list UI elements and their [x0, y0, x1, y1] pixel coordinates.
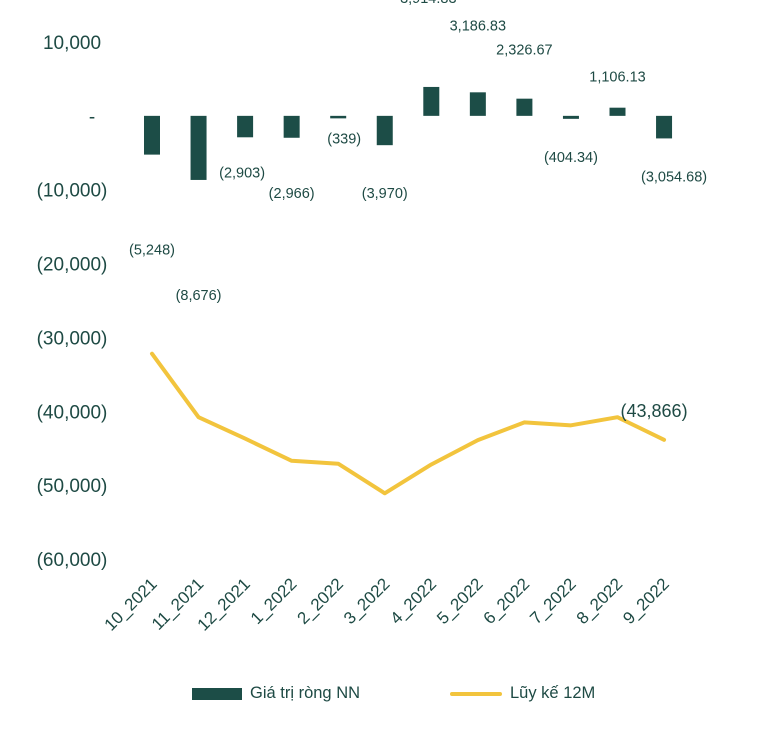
x-tick-label: 7_2022 [526, 574, 580, 628]
y-axis: 10,000 - (10,000) (20,000) (30,000) (40,000) (… [37, 33, 108, 571]
bar [656, 115, 673, 139]
combo-chart: 10,000 - (10,000) (20,000) (30,000) (40,000) (… [37, 0, 707, 635]
legend-line-label: Lũy kế 12M [510, 684, 596, 702]
line-end-label: (43,866) [621, 401, 688, 421]
bar-data-label: (3,970) [362, 186, 408, 202]
bar [423, 86, 440, 116]
y-tick-label: (60,000) [37, 550, 108, 571]
y-tick-label: (40,000) [37, 402, 108, 423]
bar-data-label: 3,914.83 [400, 0, 456, 7]
bar [376, 115, 393, 146]
y-tick-label: 10,000 [43, 33, 101, 54]
x-tick-label: 9_2022 [619, 574, 673, 628]
legend-item-bar: Giá trị ròng NN [192, 684, 360, 703]
bar-data-label: (5,248) [129, 243, 175, 259]
line-path [150, 351, 667, 496]
x-tick-label: 8_2022 [573, 574, 627, 628]
bar-data-label: (3,054.68) [641, 169, 707, 185]
bar-data-label: (404.34) [544, 150, 598, 166]
bar-data-labels: (5,248) (8,676) (2,903)(2,966) (339) (3,970)… [129, 0, 707, 304]
y-tick-label: (30,000) [37, 328, 108, 349]
x-axis: 10_202111_202112_20211_20222_20223_20224… [101, 574, 673, 634]
x-tick-label: 5_2022 [433, 574, 487, 628]
bar-data-label: (2,966) [269, 186, 315, 202]
legend-bar-swatch [192, 687, 242, 700]
bar-data-label: 1,106.13 [589, 70, 645, 86]
y-tick-label: (10,000) [37, 181, 108, 202]
bar-series [144, 86, 673, 180]
legend-item-line: Lũy kế 12M [450, 684, 595, 703]
bar-data-label: (339) [327, 131, 361, 147]
x-tick-label: 1_2022 [247, 574, 301, 628]
bar-data-label: 3,186.83 [450, 18, 506, 34]
x-tick-label: 10_2021 [101, 574, 161, 634]
bar-data-label: (8,676) [176, 288, 222, 304]
bar-data-label: (2,903) [219, 165, 265, 181]
line-series: (43,866) [150, 351, 688, 496]
legend-line-swatch [450, 691, 502, 696]
bar [469, 92, 486, 116]
x-tick-label: 6_2022 [480, 574, 534, 628]
x-tick-label: 2_2022 [293, 574, 347, 628]
legend: Giá trị ròng NN Lũy kế 12M [0, 684, 765, 708]
bar [330, 115, 347, 119]
bar-data-label: 2,326.67 [496, 43, 552, 59]
bar [237, 115, 254, 138]
x-tick-label: 4_2022 [387, 574, 441, 628]
bar [516, 98, 533, 116]
y-tick-label: - [89, 107, 95, 128]
bar [283, 115, 300, 138]
bar [190, 115, 207, 180]
bar [144, 115, 160, 155]
bar [609, 107, 626, 116]
x-tick-label: 3_2022 [340, 574, 394, 628]
y-tick-label: (20,000) [37, 255, 108, 276]
y-tick-label: (50,000) [37, 476, 108, 497]
bar [562, 115, 579, 119]
legend-bar-label: Giá trị ròng NN [250, 684, 361, 702]
